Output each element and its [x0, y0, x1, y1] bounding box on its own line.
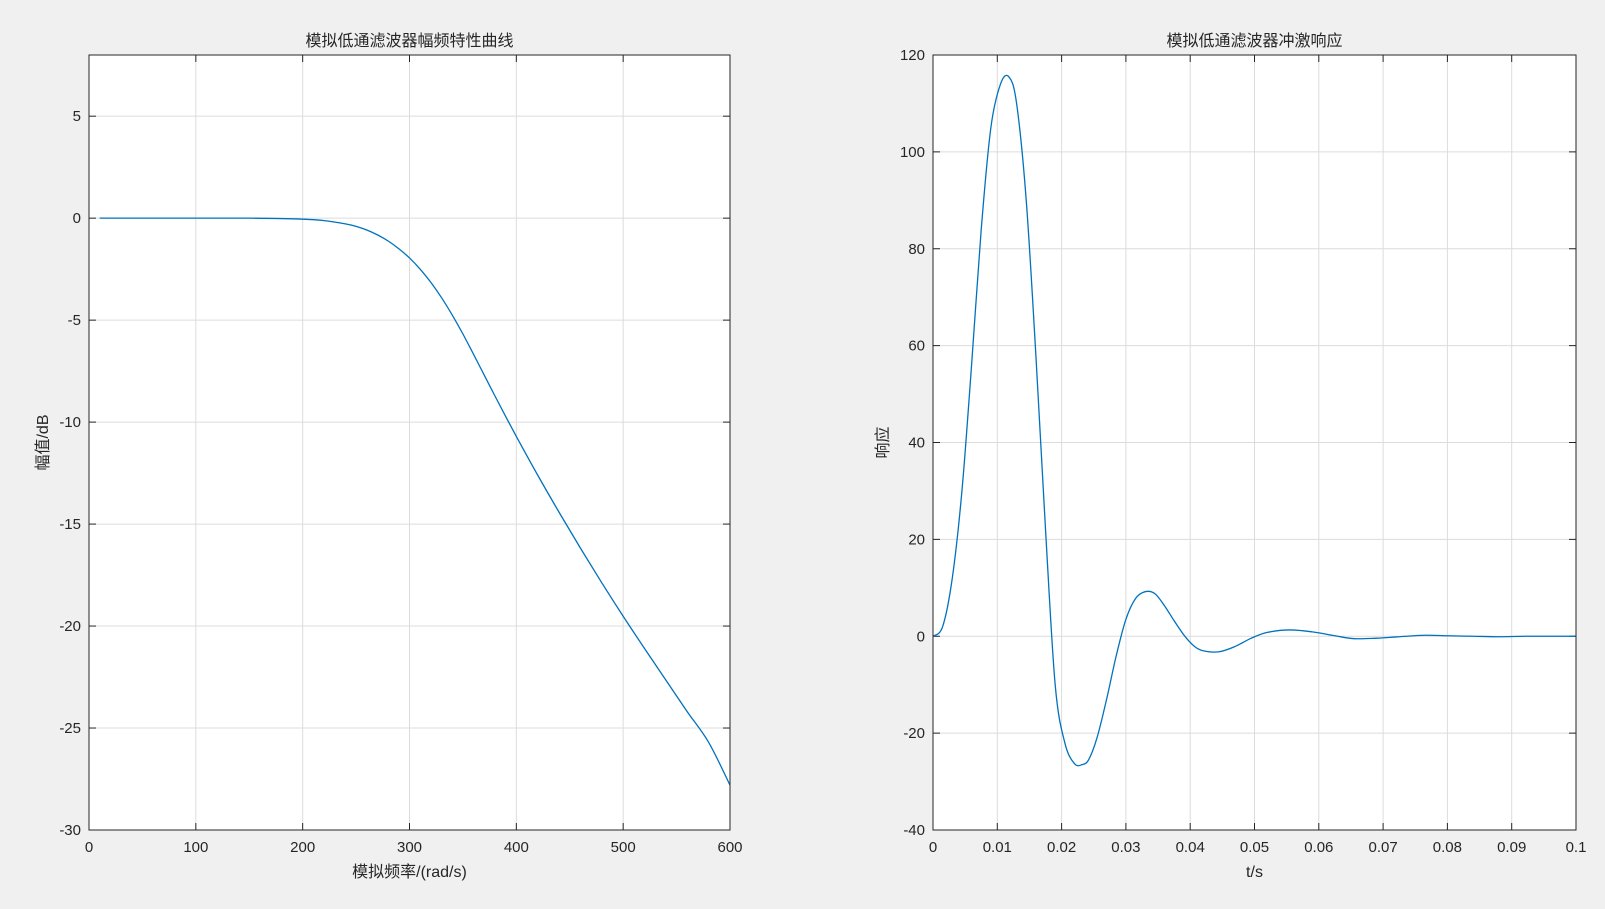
impulse-plot-title: 模拟低通滤波器冲激响应: [1166, 31, 1342, 50]
impulse-y-tick-label: 100: [900, 144, 925, 161]
magnitude-y-tick-label: -15: [59, 516, 81, 533]
magnitude-x-tick-label: 600: [717, 839, 742, 856]
impulse-x-tick-label: 0.01: [983, 839, 1012, 856]
magnitude-x-tick-label: 100: [183, 839, 208, 856]
magnitude-plot-title: 模拟低通滤波器幅频特性曲线: [305, 32, 513, 50]
magnitude-y-tick-label: -25: [59, 720, 81, 737]
magnitude-x-tick-label: 300: [397, 839, 422, 856]
impulse-x-tick-label: 0.04: [1176, 839, 1205, 856]
magnitude-series: [99, 217, 731, 786]
impulse-x-axis-label: t/s: [1246, 864, 1263, 881]
magnitude-y-tick-label: 5: [73, 108, 81, 125]
impulse-y-tick-label: 20: [908, 531, 925, 548]
magnitude-ticks: 0 100 200 300 400 500 600 -30 -25 -20 -15 -10 -5 0 5: [59, 55, 743, 856]
impulse-y-tick-label: 80: [908, 241, 925, 258]
impulse-axes-frame: [932, 54, 1577, 831]
impulse-x-tick-label: 0.05: [1240, 839, 1269, 856]
magnitude-response-plot: 0 100 200 300 400 500 600 -30 -25 -20 -15 -10 -5 0 5 模…: [34, 32, 743, 881]
magnitude-y-tick-label: -5: [68, 312, 81, 329]
magnitude-y-tick-label: -30: [59, 822, 81, 839]
impulse-y-tick-label: 0: [917, 628, 925, 645]
impulse-y-tick-label: -40: [903, 822, 925, 839]
magnitude-x-axis-label: 模拟频率/(rad/s): [352, 863, 467, 881]
magnitude-y-tick-label: 0: [73, 210, 81, 227]
magnitude-x-tick-label: 400: [504, 839, 529, 856]
impulse-x-tick-label: 0.06: [1304, 839, 1333, 856]
magnitude-y-tick-label: -20: [59, 618, 81, 635]
impulse-x-tick-label: 0.03: [1111, 839, 1140, 856]
impulse-x-tick-label: 0.09: [1497, 839, 1526, 856]
impulse-x-tick-label: 0.02: [1047, 839, 1076, 856]
impulse-y-tick-label: 60: [908, 338, 925, 355]
magnitude-y-axis-label: 幅值/dB: [34, 414, 52, 470]
impulse-series-line: [932, 74, 1576, 767]
magnitude-axes-frame: [88, 54, 731, 831]
impulse-y-tick-label: 120: [900, 47, 925, 64]
impulse-x-tick-label: 0.1: [1566, 839, 1587, 856]
impulse-y-tick-label: -20: [903, 725, 925, 742]
magnitude-x-tick-label: 500: [611, 839, 636, 856]
impulse-x-tick-label: 0.07: [1368, 839, 1397, 856]
impulse-response-plot: 0 0.01 0.02 0.03 0.04 0.05 0.06 0.07 0.08 0.09 0.1…: [873, 31, 1586, 881]
impulse-y-axis-label: 响应: [873, 426, 892, 458]
magnitude-series-line: [99, 217, 731, 786]
magnitude-x-tick-label: 0: [85, 839, 93, 856]
impulse-x-tick-label: 0.08: [1433, 839, 1462, 856]
impulse-series: [932, 74, 1576, 767]
magnitude-y-tick-label: -10: [59, 414, 81, 431]
impulse-x-tick-label: 0: [929, 839, 937, 856]
magnitude-x-tick-label: 200: [290, 839, 315, 856]
impulse-y-tick-label: 40: [908, 435, 925, 452]
